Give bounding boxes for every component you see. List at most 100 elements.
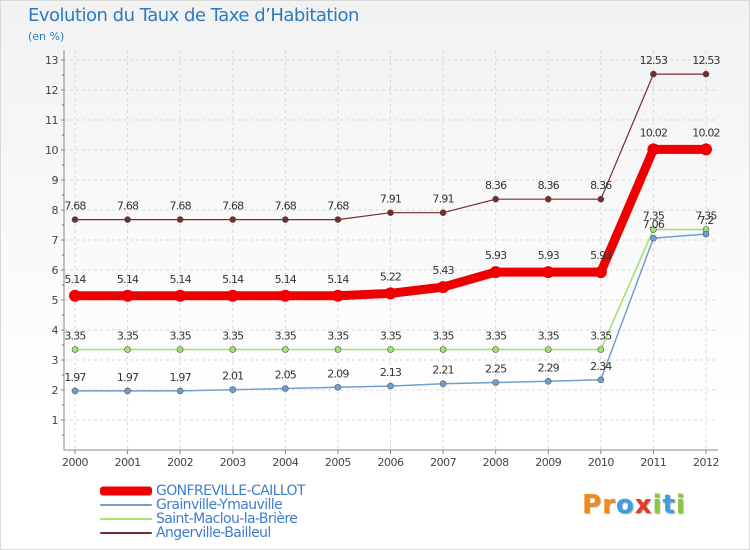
x-tick-label: 2001 bbox=[115, 456, 141, 469]
legend-swatch bbox=[100, 504, 152, 506]
data-label: 5.14 bbox=[275, 273, 297, 286]
y-tick-label: 5 bbox=[52, 294, 59, 307]
legend-swatch bbox=[100, 532, 152, 534]
data-label: 3.35 bbox=[485, 330, 507, 343]
data-point bbox=[387, 346, 394, 353]
legend-item: Angerville-Bailleul bbox=[100, 526, 360, 540]
x-tick-label: 2005 bbox=[325, 456, 351, 469]
data-point bbox=[544, 195, 552, 203]
legend-label: Angerville-Bailleul bbox=[156, 525, 271, 541]
data-label: 8.36 bbox=[485, 179, 507, 192]
x-tick-label: 2008 bbox=[483, 456, 509, 469]
data-label: 7.68 bbox=[222, 200, 244, 213]
data-label: 2.09 bbox=[327, 367, 349, 380]
data-label: 3.35 bbox=[538, 330, 560, 343]
data-label: 10.02 bbox=[692, 126, 720, 139]
x-tick-label: 2011 bbox=[640, 456, 666, 469]
data-point bbox=[331, 289, 344, 302]
data-point bbox=[439, 209, 447, 216]
data-point bbox=[702, 230, 710, 238]
data-point bbox=[597, 346, 605, 353]
data-point bbox=[492, 346, 499, 353]
data-label: 1.97 bbox=[64, 371, 86, 384]
data-label: 5.93 bbox=[590, 249, 612, 262]
data-point bbox=[282, 216, 289, 223]
data-point bbox=[229, 216, 237, 223]
data-point bbox=[492, 195, 499, 203]
data-label: 7.68 bbox=[327, 200, 349, 213]
data-label: 3.35 bbox=[117, 330, 139, 343]
data-point bbox=[176, 346, 184, 353]
data-point bbox=[334, 346, 342, 353]
data-label: 2.13 bbox=[380, 366, 402, 379]
data-point bbox=[71, 346, 79, 353]
legend-item: Grainville-Ymauville bbox=[100, 498, 360, 512]
y-tick-label: 8 bbox=[52, 204, 59, 217]
y-tick-label: 11 bbox=[45, 114, 58, 127]
data-label: 2.21 bbox=[432, 364, 453, 377]
data-label: 12.53 bbox=[692, 54, 720, 67]
proxiti-logo: Proxiti bbox=[582, 490, 686, 520]
chart-subtitle: (en %) bbox=[28, 30, 65, 43]
data-label: 5.14 bbox=[170, 273, 192, 286]
data-point bbox=[650, 226, 657, 233]
data-point bbox=[334, 383, 342, 391]
data-point bbox=[229, 386, 237, 394]
data-label: 7.91 bbox=[380, 193, 401, 206]
data-point bbox=[702, 70, 710, 78]
data-point bbox=[544, 346, 552, 353]
data-point bbox=[229, 346, 237, 353]
y-tick-label: 12 bbox=[45, 84, 58, 97]
data-point bbox=[334, 216, 342, 223]
data-point bbox=[597, 376, 605, 384]
data-label: 5.93 bbox=[538, 249, 560, 262]
data-label: 5.43 bbox=[432, 264, 454, 277]
data-label: 7.2 bbox=[698, 214, 713, 227]
x-tick-label: 2002 bbox=[167, 456, 193, 469]
x-tick-label: 2006 bbox=[378, 456, 404, 469]
data-label: 3.35 bbox=[380, 330, 402, 343]
data-point bbox=[226, 289, 239, 302]
data-label: 8.36 bbox=[590, 179, 612, 192]
x-tick-label: 2009 bbox=[535, 456, 561, 469]
data-point bbox=[124, 216, 131, 223]
logo-letter: i bbox=[675, 490, 686, 520]
y-tick-label: 2 bbox=[52, 384, 59, 397]
data-label: 5.22 bbox=[380, 270, 401, 283]
legend: GONFREVILLE-CAILLOT Grainville-Ymauville S… bbox=[100, 484, 360, 540]
data-point bbox=[492, 379, 499, 386]
data-point bbox=[282, 385, 289, 392]
data-point bbox=[282, 346, 289, 353]
data-label: 7.68 bbox=[170, 200, 192, 213]
logo-letter: i bbox=[652, 490, 663, 520]
data-label: 7.91 bbox=[432, 193, 453, 206]
data-label: 5.14 bbox=[222, 273, 244, 286]
logo-letter: r bbox=[602, 490, 616, 520]
data-label: 10.02 bbox=[640, 126, 668, 139]
data-label: 1.97 bbox=[117, 371, 139, 384]
data-point bbox=[489, 266, 502, 279]
logo-letter: t bbox=[662, 490, 676, 520]
y-tick-label: 6 bbox=[52, 264, 59, 277]
x-tick-label: 2000 bbox=[62, 456, 88, 469]
data-label: 2.29 bbox=[538, 361, 560, 374]
data-point bbox=[597, 195, 605, 203]
y-tick-label: 1 bbox=[52, 414, 59, 427]
x-tick-label: 2003 bbox=[220, 456, 246, 469]
data-label: 7.68 bbox=[275, 200, 297, 213]
chart-title: Evolution du Taux de Taxe d’Habitation bbox=[28, 5, 359, 26]
data-label: 12.53 bbox=[640, 54, 668, 67]
data-point bbox=[650, 234, 657, 242]
data-label: 7.35 bbox=[695, 210, 717, 223]
data-label: 3.35 bbox=[170, 330, 192, 343]
data-point bbox=[174, 289, 187, 302]
data-point bbox=[439, 380, 447, 388]
data-point bbox=[594, 266, 607, 279]
data-label: 5.93 bbox=[485, 249, 507, 262]
data-point bbox=[700, 143, 712, 156]
data-point bbox=[176, 216, 184, 223]
y-tick-label: 13 bbox=[45, 54, 58, 67]
legend-swatch bbox=[100, 486, 152, 496]
data-label: 3.35 bbox=[327, 330, 349, 343]
